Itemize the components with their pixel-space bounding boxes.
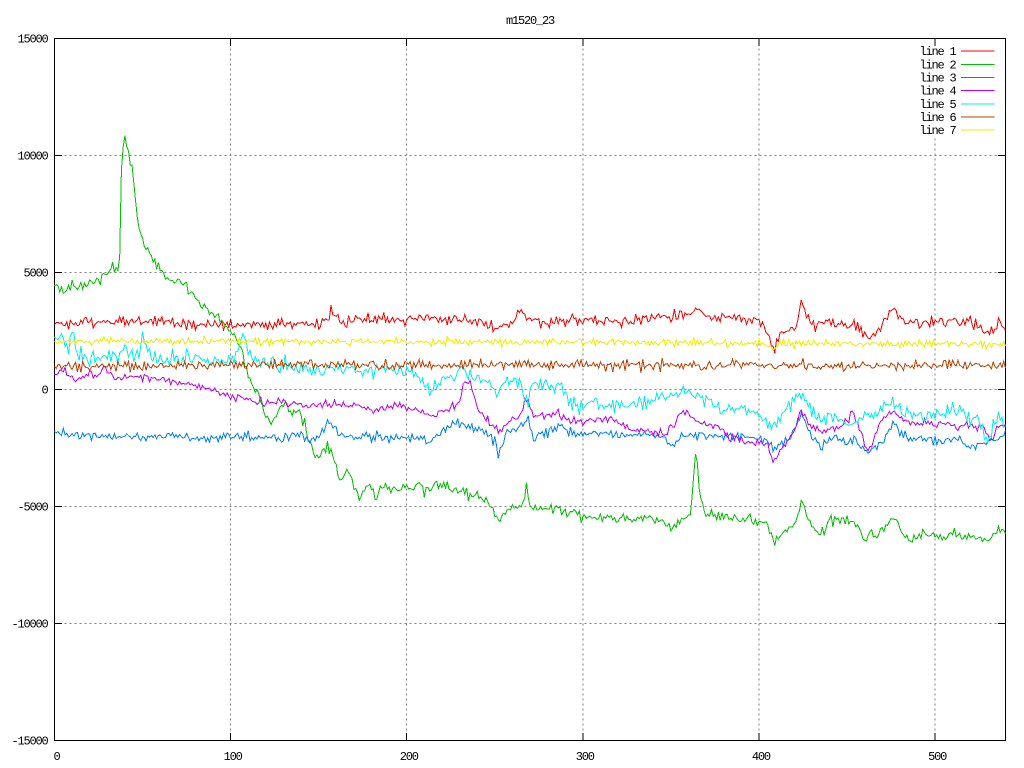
svg-text:15000: 15000 (17, 33, 48, 47)
svg-text:10000: 10000 (17, 150, 48, 164)
svg-text:line 2: line 2 (919, 58, 956, 72)
svg-text:line 6: line 6 (919, 111, 956, 125)
svg-text:5000: 5000 (23, 267, 48, 281)
svg-text:200: 200 (400, 750, 419, 764)
svg-text:line 1: line 1 (919, 45, 956, 59)
svg-text:line 4: line 4 (919, 85, 956, 99)
svg-text:0: 0 (53, 750, 60, 764)
svg-text:line 7: line 7 (919, 124, 956, 138)
svg-text:400: 400 (752, 750, 771, 764)
svg-text:0: 0 (41, 384, 48, 398)
svg-text:line 5: line 5 (919, 98, 956, 112)
svg-text:m1520_23: m1520_23 (506, 14, 555, 28)
svg-text:500: 500 (928, 750, 947, 764)
svg-text:100: 100 (224, 750, 243, 764)
svg-text:-10000: -10000 (11, 618, 48, 632)
svg-text:-15000: -15000 (11, 735, 48, 749)
svg-text:300: 300 (576, 750, 595, 764)
svg-text:-5000: -5000 (17, 501, 48, 515)
svg-text:line 3: line 3 (919, 72, 956, 86)
